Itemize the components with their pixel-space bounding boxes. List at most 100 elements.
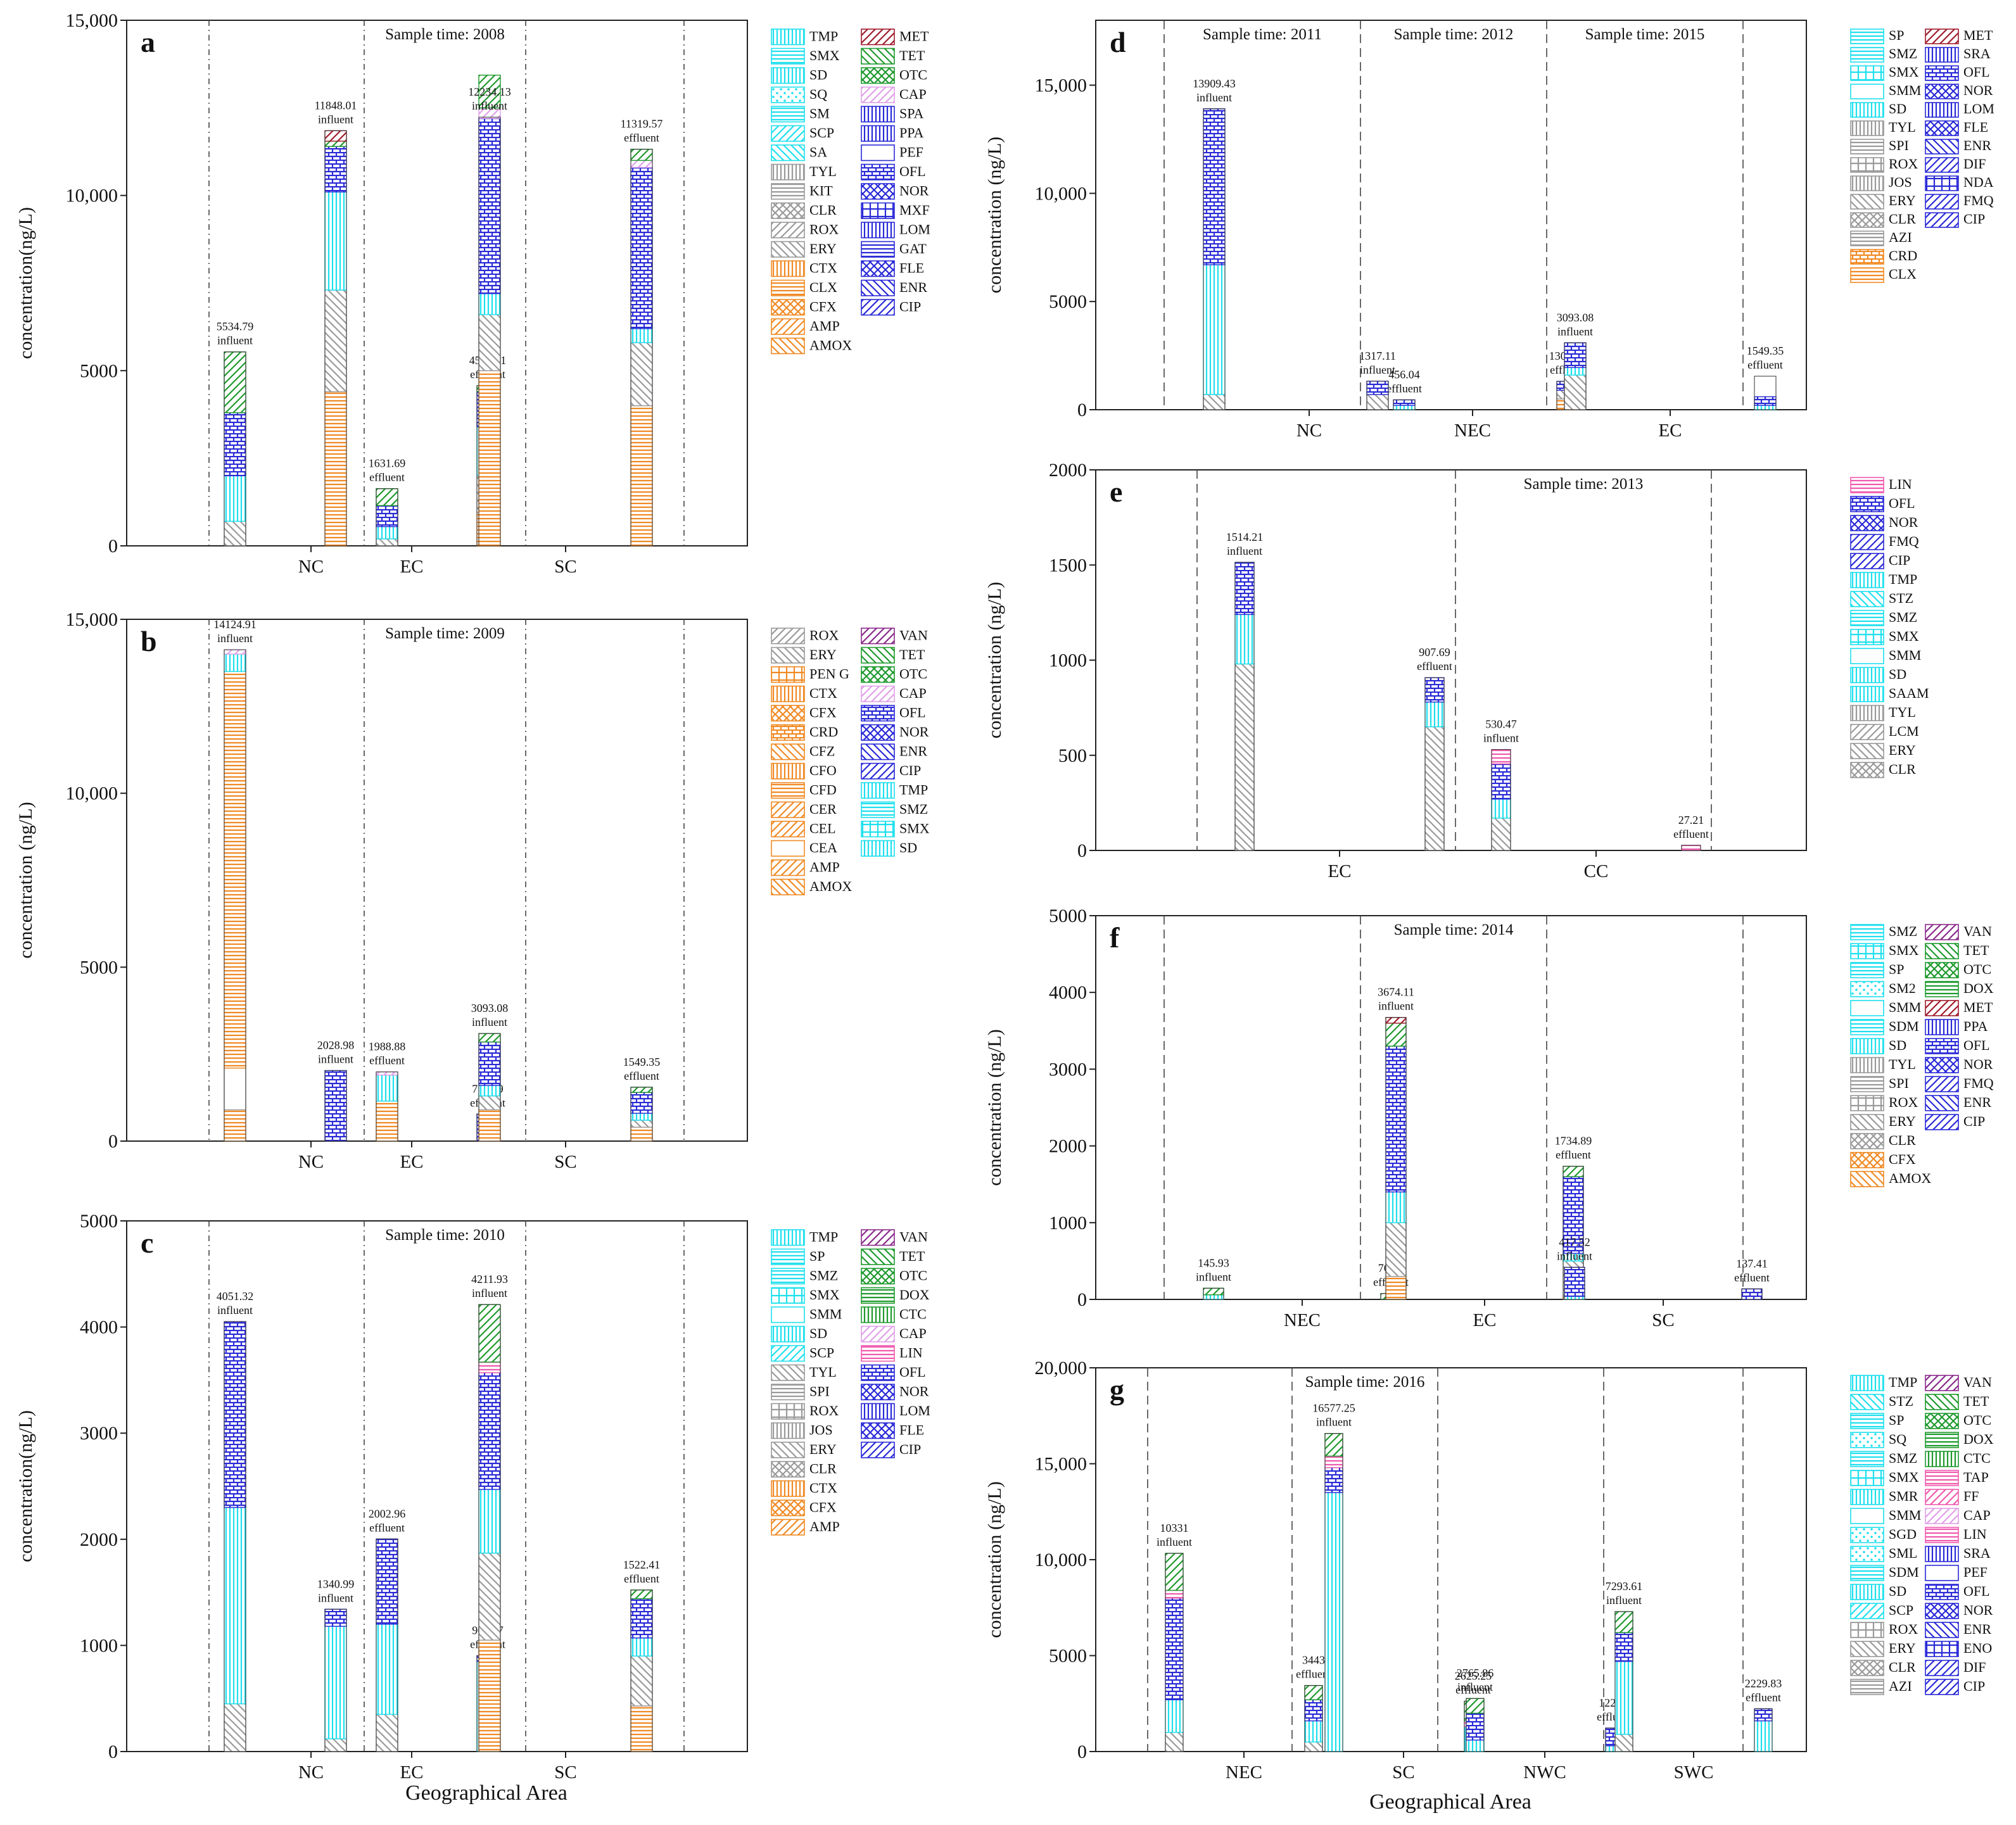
y-tick-label: 15,000 bbox=[66, 10, 118, 31]
legend-swatch bbox=[1925, 1565, 1959, 1581]
legend-item: SMZ bbox=[861, 801, 928, 818]
legend-label: ROX bbox=[809, 628, 839, 643]
legend-swatch bbox=[1925, 1603, 1959, 1619]
bar-segment bbox=[376, 505, 398, 527]
bar-sample-tag: effluent bbox=[624, 1572, 659, 1585]
legend-item: ENR bbox=[861, 743, 927, 761]
y-tick-label: 0 bbox=[1077, 1741, 1087, 1762]
legend-swatch bbox=[1850, 249, 1884, 265]
legend-swatch bbox=[861, 724, 895, 741]
legend-swatch bbox=[1850, 1679, 1884, 1695]
bar-segment bbox=[1754, 1708, 1773, 1722]
legend-swatch bbox=[1850, 1546, 1884, 1562]
legend-swatch bbox=[1925, 1038, 1959, 1054]
bar-value-label: 13909.43 bbox=[1193, 77, 1236, 90]
bar-segment bbox=[1165, 1589, 1184, 1599]
sample-time-label: Sample time: 2009 bbox=[385, 625, 505, 642]
legend-item: SMX bbox=[1850, 1469, 1919, 1486]
legend-swatch bbox=[1850, 648, 1884, 664]
bar-sample-tag: effluent bbox=[369, 1521, 405, 1534]
bar-influent: 2765.86 influent bbox=[1457, 1667, 1493, 1752]
bar-outline bbox=[376, 488, 398, 546]
bar-segment bbox=[376, 1714, 398, 1752]
legend-label: LOM bbox=[899, 222, 930, 237]
bar-outline bbox=[324, 1608, 347, 1752]
legend-swatch bbox=[861, 1441, 895, 1458]
legend-swatch bbox=[861, 1325, 895, 1342]
legend-item: TMP bbox=[1850, 571, 1917, 588]
legend-swatch bbox=[1850, 1413, 1884, 1429]
bar-segment bbox=[1466, 1740, 1485, 1752]
bar-sample-tag: influent bbox=[318, 113, 353, 125]
legend-item: SPI bbox=[771, 1384, 830, 1401]
bar-value-label: 5534.79 bbox=[217, 320, 254, 333]
y-axis-label: concentration (ng/L) bbox=[15, 802, 36, 958]
bar-effluent: 27.21 effluent bbox=[1673, 814, 1709, 851]
legend-swatch bbox=[1925, 28, 1959, 44]
legend-item: OTC bbox=[861, 666, 927, 683]
bar-outline bbox=[1324, 1433, 1343, 1752]
legend-item: CRD bbox=[771, 724, 838, 741]
bar-segment bbox=[1614, 1660, 1633, 1735]
legend-swatch bbox=[1850, 1432, 1884, 1448]
legend-item: CLX bbox=[771, 279, 837, 296]
legend-item: SMM bbox=[1850, 1507, 1921, 1524]
legend: ROX ERY PEN G CTX CFX CRD CFZ CFO CFD CER CEL CEA AM… bbox=[771, 628, 930, 895]
legend-label: SCP bbox=[809, 125, 834, 141]
legend-label: VAN bbox=[899, 628, 928, 643]
legend-swatch bbox=[1925, 102, 1959, 118]
bar-outline bbox=[478, 1304, 501, 1752]
bar-segment bbox=[224, 1321, 246, 1508]
legend-label: AMP bbox=[809, 1519, 840, 1534]
legend-label: SP bbox=[809, 1248, 825, 1264]
legend-swatch bbox=[1850, 65, 1884, 81]
legend-item: LIN bbox=[1925, 1526, 1987, 1543]
panel-letter: g bbox=[1110, 1373, 1124, 1406]
bar-value-label: 530.47 bbox=[1485, 718, 1517, 731]
legend-item: MXF bbox=[861, 202, 930, 219]
bar-influent: 3093.08 influent bbox=[471, 1002, 508, 1142]
legend-swatch bbox=[1850, 477, 1884, 493]
legend-item: SGD bbox=[1850, 1526, 1917, 1543]
bar-outline bbox=[1393, 399, 1416, 410]
legend-label: TMP bbox=[1889, 1374, 1917, 1390]
bar-outline bbox=[224, 1321, 246, 1752]
legend-item: TYL bbox=[1850, 1056, 1916, 1073]
legend-label: SD bbox=[1889, 1583, 1906, 1599]
legend-label: CFZ bbox=[809, 743, 835, 759]
legend-item: SMX bbox=[771, 47, 840, 65]
legend-label: CFX bbox=[809, 299, 837, 315]
bar-outline bbox=[478, 117, 501, 546]
y-tick-label: 0 bbox=[1077, 840, 1087, 861]
legend-label: ROX bbox=[1889, 1094, 1918, 1110]
bar-segment bbox=[478, 1109, 501, 1142]
legend-swatch bbox=[1850, 1660, 1884, 1676]
legend-item: DOX bbox=[861, 1287, 930, 1304]
bar-outline bbox=[478, 1033, 501, 1142]
legend-label: OFL bbox=[1963, 64, 1990, 80]
legend-swatch bbox=[861, 183, 895, 200]
bar-outline bbox=[1424, 677, 1445, 851]
legend: SP SMZ SMX SMM SD TYL SPI ROX JOS ERY CLR AZI CRD CLX… bbox=[1850, 27, 1994, 283]
legend-swatch bbox=[1850, 1565, 1884, 1581]
bar-sample-tag: effluent bbox=[1746, 1691, 1781, 1703]
legend-swatch bbox=[771, 183, 805, 200]
legend-swatch bbox=[1925, 1114, 1959, 1130]
bar-value-label: 907.69 bbox=[1419, 646, 1450, 659]
legend-swatch bbox=[1850, 1171, 1884, 1187]
legend-label: ERY bbox=[1889, 193, 1916, 208]
legend-label: CFO bbox=[809, 762, 837, 778]
legend-swatch bbox=[1850, 1000, 1884, 1016]
legend-swatch bbox=[1925, 1527, 1959, 1543]
x-category-label: NEC bbox=[1226, 1762, 1262, 1783]
legend-label: NDA bbox=[1963, 174, 1994, 190]
legend-item: SPI bbox=[1850, 137, 1909, 155]
legend-swatch bbox=[771, 1422, 805, 1439]
legend-label: AZI bbox=[1889, 1678, 1912, 1694]
legend-item: FLE bbox=[1925, 119, 1988, 136]
legend-swatch bbox=[1850, 1584, 1884, 1600]
